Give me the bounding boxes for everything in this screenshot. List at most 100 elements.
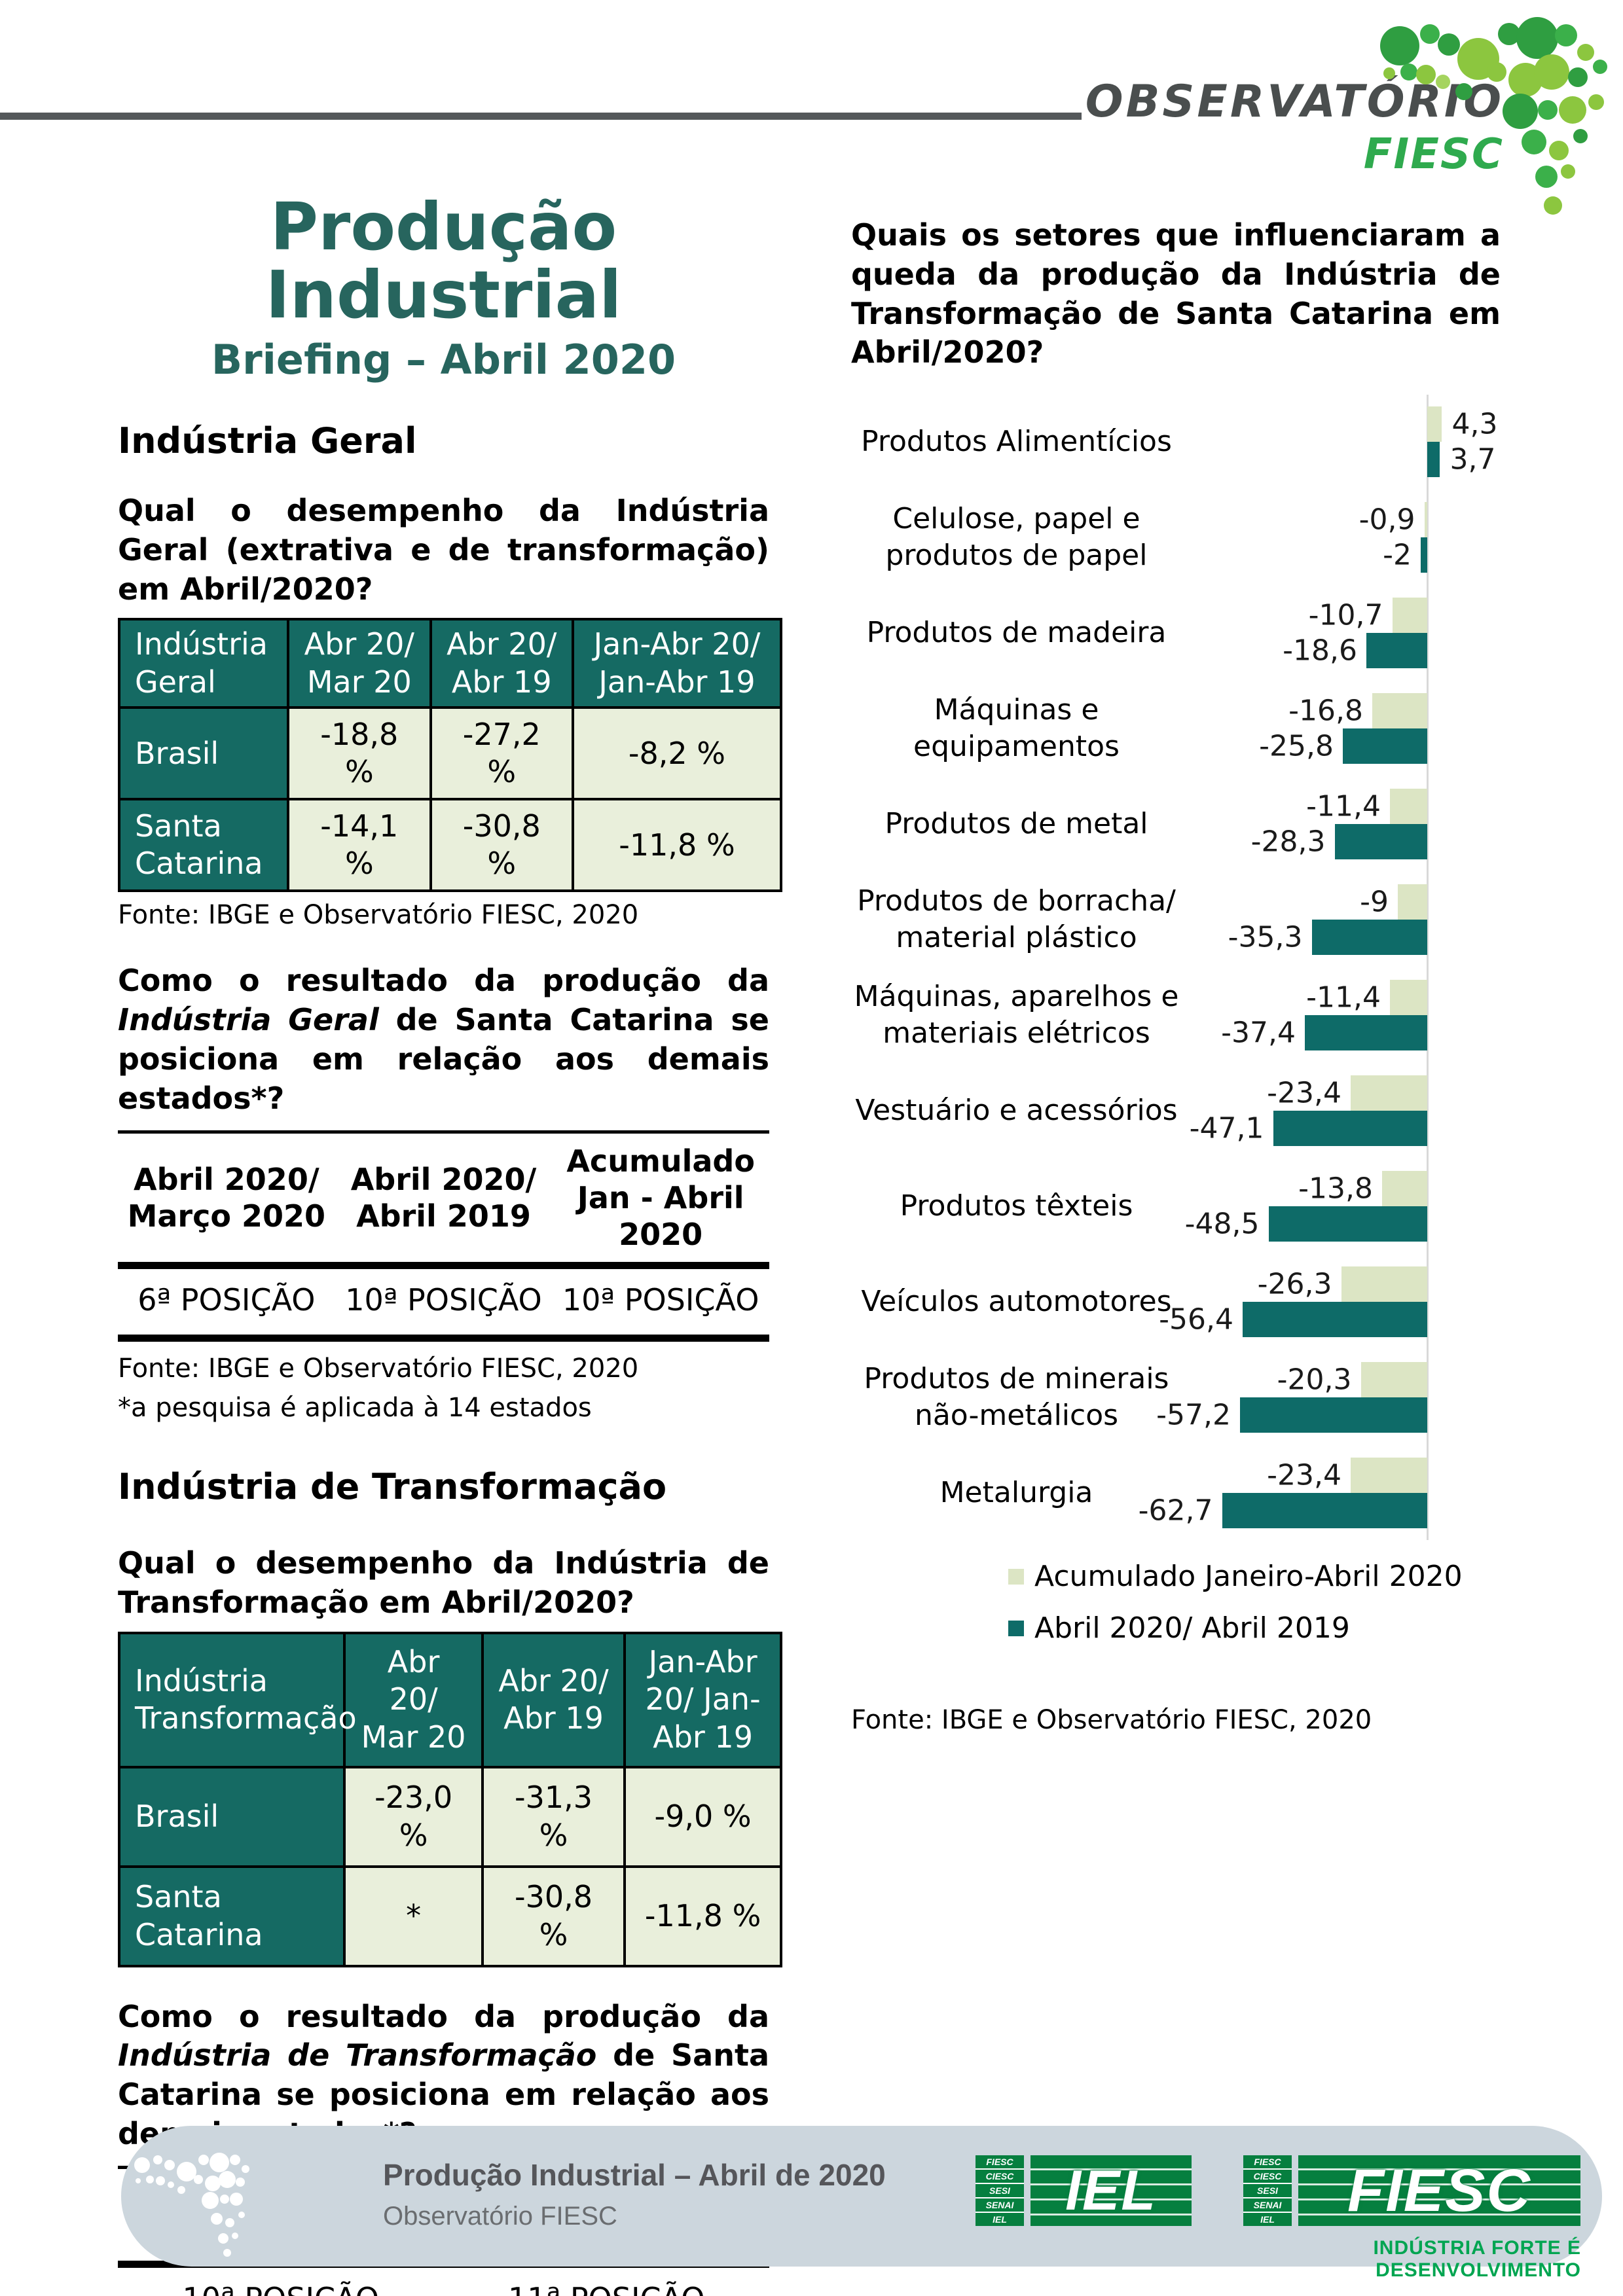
chart-category-label: Vestuário e acessórios [855,1094,1178,1128]
chart-bar-zone: -11,4 -37,4 [1182,980,1499,1051]
chart-value-label: 3,7 [1450,442,1496,476]
chart-bar [1243,1302,1427,1338]
chart-bar [1421,537,1427,573]
position-value-cell: 10ª POSIÇÃO [345,1282,542,1318]
chart-value-label: -26,3 [1257,1267,1332,1301]
data-table: Indústria Geral Abr 20/ Mar 20 Abr 20/ Abr… [117,618,783,893]
seal-column-item: FIESC [1243,2155,1292,2170]
table-value-cell: -11,8 % [623,1865,782,1967]
seal-column-item: SESI [1243,2184,1292,2198]
position-header-cell: Acumulado Jan - Abril 2020 [552,1132,769,1269]
chart-bar [1427,406,1442,442]
chart-value-label: -62,7 [1138,1494,1213,1528]
chart-value-label: -11,4 [1306,789,1381,823]
seal-column-item: CIESC [976,2170,1024,2184]
chart-bar-zone: -13,8 -48,5 [1182,1171,1499,1242]
chart-bar [1351,1458,1427,1494]
header-rule [0,113,1082,120]
table-value-cell: -30,8 % [429,798,574,893]
chart-category-row: Produtos de minerais não-metálicos -20,3-… [851,1362,1501,1433]
question-text-segment: Indústria de Transformação [118,2037,597,2073]
question-text-segment: Como o resultado da produção da [118,1998,769,2034]
chart-category-row: Produtos de borracha/ material plástico -… [851,884,1501,956]
chart-value-label: -57,2 [1156,1398,1231,1432]
chart-value-label: -35,3 [1228,920,1303,954]
question-posicao-transformacao: Como o resultado da produção da Indústri… [118,1998,769,2154]
seal-main-label: IEL [1065,2159,1157,2222]
page-title: Produção Industrial [265,188,622,333]
chart-value-label: -37,4 [1221,1016,1296,1050]
chart-category-row: Metalurgia -23,4 -62,7 [851,1458,1501,1529]
chart-value-label: -18,6 [1283,634,1357,668]
question-text-segment: de Santa Catarina se posiciona em relaçã… [118,1002,769,1116]
table-header-cell: Abr 20/ Abr 19 [481,1631,627,1768]
legend-swatch-icon [1008,1620,1024,1636]
chart-category-label: Produtos de metal [884,807,1148,841]
chart-category-row: Veículos automotores -26,3 -56,4 [851,1266,1501,1338]
chart-bar [1273,1111,1427,1147]
table-value-cell: -9,0 % [623,1765,782,1868]
fiesc-logo: FIESC CIESC SESI SENAI IEL FIESC [1243,2155,1580,2226]
legend-item: Acumulado Janeiro-Abril 2020 [1008,1560,1501,1593]
iel-logo: FIESC CIESC SESI SENAI IEL IEL [976,2155,1192,2226]
table-value-cell: -30,8 % [481,1865,627,1967]
chart-value-label: -28,3 [1250,825,1326,859]
chart-bar [1311,920,1427,956]
fonte-postable1: Fonte: IBGE e Observatório FIESC, 2020 [118,1353,639,1384]
chart-value-label: -0,9 [1359,503,1415,537]
position-header-cell: Abril 2020/ Março 2020 [118,1132,335,1269]
chart-category-label: Produtos têxteis [900,1189,1133,1223]
chart-category-row: Máquinas, aparelhos e materiais elétrico… [851,980,1501,1051]
note-postable1: *a pesquisa é aplicada à 14 estados [118,1392,592,1423]
position-value-cell: 10ª POSIÇÃO [562,1282,759,1318]
chart-bar-zone: -26,3 -56,4 [1159,1266,1499,1338]
table-header-cell: Abr 20/ Abr 19 [429,618,574,709]
position-value-cell: 10ª POSIÇÃO [118,2264,444,2296]
chart-bar-zone: 4,3 3,7 [1182,406,1499,478]
chart-question: Quais os setores que influenciaram a que… [851,217,1501,370]
chart-bar [1398,884,1427,920]
observatorio-fiesc-wordmark: OBSERVATÓRIO FIESC [1085,80,1504,179]
chart-category-label: Máquinas e equipamentos [913,692,1120,764]
seal-column: FIESC CIESC SESI SENAI IEL [976,2155,1024,2226]
table-row-header: Brasil [117,1765,346,1868]
chart-bar [1424,502,1427,538]
question-text-segment: Qual o desempenho da Indústria Geral (ex… [118,493,769,607]
question-text-segment: Indústria Geral [118,1002,379,1038]
santa-catarina-dots-logo-icon [1380,17,1607,215]
fonte-chart: Fonte: IBGE e Observatório FIESC, 2020 [851,1705,1372,1736]
position-value-cell: 11ª POSIÇÃO [444,2264,770,2296]
question-text-segment: Qual o desempenho da Indústria de Transf… [118,1545,769,1620]
table-header-cell: Indústria Geral [117,618,290,709]
page-subtitle: Briefing – Abril 2020 [211,336,676,384]
chart-category-label: Produtos de borracha/ material plástico [857,884,1176,955]
legend-item: Abril 2020/ Abril 2019 [1008,1611,1501,1645]
seal-box: IEL [1030,2155,1192,2226]
table-header-cell: Indústria Transformação [117,1631,357,1768]
chart-value-label: -13,8 [1298,1172,1373,1206]
chart-bar [1382,1171,1427,1207]
footer-dots-logo-icon [134,2153,249,2257]
position-table: Abril 2020/ Março 2020 Abril 2020/ Abril … [118,1130,769,1342]
chart-value-label: -20,3 [1277,1363,1352,1397]
table-header-cell: Abr 20/ Mar 20 [287,618,432,709]
chart-category-label: Metalurgia [939,1476,1093,1510]
chart-bar [1390,980,1427,1016]
table-row-header: Brasil [117,706,290,801]
chart-value-label: -56,4 [1159,1302,1233,1336]
chart-value-label: -25,8 [1259,729,1334,763]
chart-bar [1427,442,1440,478]
wordmark-fiesc: FIESC [1363,130,1504,179]
table-row-header: Santa Catarina [117,1865,346,1967]
legend-label: Acumulado Janeiro-Abril 2020 [1034,1560,1463,1594]
table-header-cell: Abr 20/ Mar 20 [343,1631,484,1768]
seal-column-item: SENAI [976,2198,1024,2213]
chart-category-row: Produtos têxteis -13,8 -48,5 [851,1171,1501,1242]
table-value-cell: -14,1 % [287,798,432,893]
chart-value-label: -11,4 [1306,980,1381,1014]
chart-bar [1341,1266,1427,1302]
fiesc-tagline: INDÚSTRIA FORTE É DESENVOLVIMENTO [1373,2237,1581,2281]
footer-subtitle: Observatório FIESC [383,2202,617,2231]
chart-value-label: -10,7 [1308,598,1383,632]
